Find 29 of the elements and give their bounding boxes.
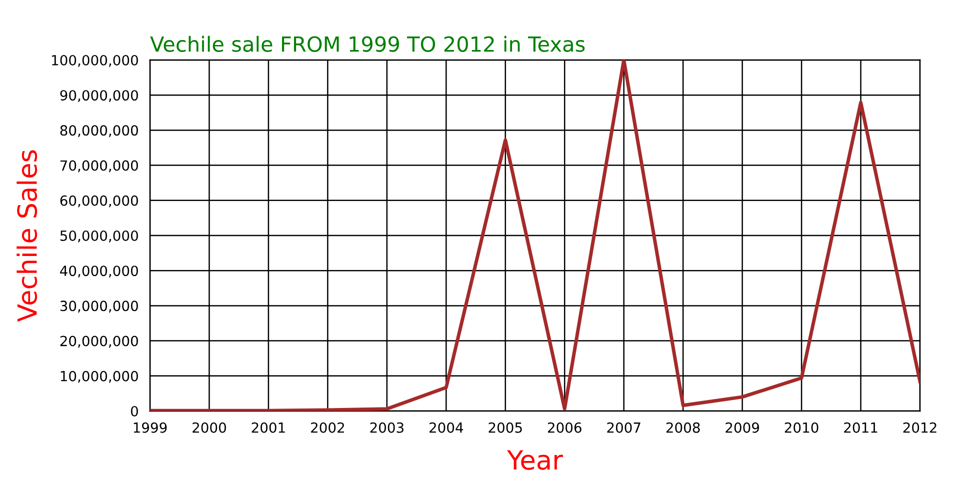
chart-title: Vechile sale FROM 1999 TO 2012 in Texas bbox=[150, 36, 585, 52]
x-tick-label: 2003 bbox=[370, 422, 404, 433]
x-tick-label: 2000 bbox=[192, 422, 226, 433]
y-tick-label: 20,000,000 bbox=[60, 336, 138, 348]
x-tick-label: 2002 bbox=[311, 422, 344, 433]
y-tick-label: 50,000,000 bbox=[60, 230, 138, 242]
x-tick-label: 2012 bbox=[903, 422, 936, 433]
y-tick-label: 70,000,000 bbox=[60, 160, 138, 172]
x-tick-label: 1999 bbox=[134, 422, 167, 433]
y-tick-label: 10,000,000 bbox=[60, 370, 138, 383]
y-tick-label: 0 bbox=[130, 406, 138, 416]
y-tick-label: 60,000,000 bbox=[60, 195, 138, 208]
x-tick-label: 2007 bbox=[607, 422, 640, 433]
x-tick-label: 2008 bbox=[666, 422, 700, 433]
x-tick-label: 2001 bbox=[252, 422, 285, 433]
x-tick-label: 2005 bbox=[488, 422, 522, 433]
x-tick-label: 2009 bbox=[726, 422, 760, 433]
y-tick-label: 30,000,000 bbox=[60, 300, 138, 313]
y-tick-label: 100,000,000 bbox=[52, 54, 138, 67]
line-series bbox=[150, 60, 920, 411]
y-tick-label: 40,000,000 bbox=[60, 266, 138, 278]
y-axis-title: Vechile Sales bbox=[16, 150, 38, 322]
x-tick-label: 2004 bbox=[430, 422, 464, 433]
y-tick-label: 90,000,000 bbox=[60, 90, 138, 102]
x-tick-label: 2006 bbox=[548, 422, 582, 433]
y-tick-label: 80,000,000 bbox=[60, 125, 138, 138]
x-axis-title: Year bbox=[507, 450, 563, 470]
x-tick-label: 2011 bbox=[844, 422, 878, 433]
x-tick-label: 2010 bbox=[784, 422, 818, 433]
